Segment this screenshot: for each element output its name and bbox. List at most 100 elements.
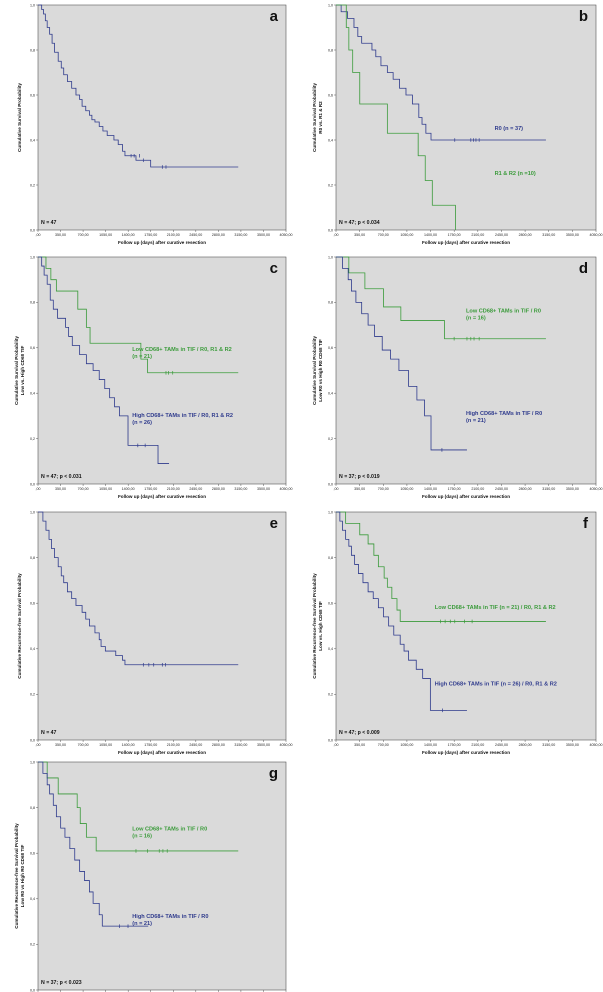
x-tick-label: 700,00	[78, 233, 89, 237]
survival-curve	[38, 4, 239, 168]
y-tick-label: 0,2	[328, 183, 333, 187]
x-tick-label: 2450,00	[189, 233, 202, 237]
x-tick-label: 700,00	[378, 487, 389, 491]
x-tick-label: 4050,00	[280, 233, 293, 237]
y-tick-label: 0,2	[328, 693, 333, 697]
y-tick-label: 0,4	[328, 138, 333, 142]
x-tick-label: 350,00	[55, 487, 66, 491]
y-tick-label: 0,0	[328, 738, 333, 742]
y-tick-label: 0,2	[30, 943, 35, 947]
series-label: (n = 21)	[466, 418, 486, 424]
x-tick-label: 2800,00	[519, 743, 532, 747]
x-tick-label: 3500,00	[257, 487, 270, 491]
y-tick-label: 0,8	[328, 301, 333, 305]
y-tick-label: 0,2	[30, 437, 35, 441]
x-tick-label: 1050,00	[400, 487, 413, 491]
x-tick-label: 4050,00	[590, 743, 603, 747]
x-tick-label: 2100,00	[167, 233, 180, 237]
y-tick-label: 0,8	[30, 48, 35, 52]
y-tick-label: 0,4	[328, 392, 333, 396]
y-axis-label: Cumulative Recurrence-free Survival Prob…	[312, 573, 317, 679]
series-label: Low CD68+ TAMs in TIF / R0	[466, 309, 541, 315]
y-tick-label: 0,6	[328, 93, 333, 97]
x-tick-label: 1050,00	[400, 233, 413, 237]
series-label: (n = 21)	[132, 921, 152, 927]
x-tick-label: 2100,00	[471, 487, 484, 491]
survival-curve	[38, 511, 239, 666]
y-tick-label: 0,0	[30, 228, 35, 232]
y-tick-label: 0,8	[30, 556, 35, 560]
survival-curve	[336, 511, 467, 711]
y-tick-label: 0,2	[328, 437, 333, 441]
x-tick-label: 3500,00	[566, 487, 579, 491]
x-axis-label: Follow up (days) after curative resectio…	[422, 494, 510, 499]
x-tick-label: ,00	[36, 487, 41, 491]
x-axis-label: Follow up (days) after curative resectio…	[422, 240, 510, 245]
x-tick-label: 350,00	[354, 743, 365, 747]
y-tick-label: 0,2	[30, 183, 35, 187]
x-axis-label: Follow up (days) after curative resectio…	[118, 240, 206, 245]
x-tick-label: 1400,00	[122, 743, 135, 747]
y-tick-label: 1,0	[30, 760, 35, 764]
series-label: R1 & R2 (n =10)	[495, 171, 536, 177]
y-tick-label: 0,6	[328, 346, 333, 350]
x-tick-label: 4050,00	[280, 487, 293, 491]
x-tick-label: ,00	[334, 487, 339, 491]
y-axis-label: Low vs. High CD68 TIF	[20, 346, 25, 396]
x-tick-label: 2800,00	[212, 743, 225, 747]
survival-curve	[38, 256, 170, 464]
x-tick-label: 1400,00	[424, 487, 437, 491]
series-label: High CD68+ TAMs in TIF / R0, R1 & R2	[132, 413, 233, 419]
y-axis-label: Low vs. High CD68 TIF	[318, 601, 323, 651]
x-tick-label: 1400,00	[122, 487, 135, 491]
x-tick-label: 3150,00	[234, 743, 247, 747]
x-tick-label: 1050,00	[99, 233, 112, 237]
y-tick-label: 0,2	[30, 693, 35, 697]
x-tick-label: 2100,00	[167, 487, 180, 491]
y-tick-label: 0,8	[328, 556, 333, 560]
sample-size-annotation: N = 37; p < 0.019	[339, 474, 380, 480]
panel-b: ,00 350,00 700,00 1050,00 1400,00 1750,00 2100…	[312, 3, 603, 245]
panel-letter: a	[270, 8, 279, 25]
y-tick-label: 1,0	[30, 510, 35, 514]
plot-area	[37, 511, 287, 741]
x-tick-label: 2450,00	[495, 233, 508, 237]
survival-curve	[38, 761, 239, 852]
panel-e: ,00 350,00 700,00 1050,00 1400,00 1750,00 2100…	[17, 510, 293, 755]
sample-size-annotation: N = 37; p < 0.023	[41, 980, 82, 986]
y-axis-label: Cumulative Recurrence-free Survival Prob…	[17, 573, 22, 679]
x-tick-label: 3500,00	[566, 233, 579, 237]
panel-g: ,00350,00700,001050,001400,001750,002100…	[14, 760, 287, 992]
x-tick-label: 3150,00	[542, 743, 555, 747]
panel-c: ,00 350,00 700,00 1050,00 1400,00 1750,00 2100…	[14, 255, 293, 499]
survival-curve	[336, 4, 456, 230]
x-tick-label: ,00	[334, 233, 339, 237]
series-label: Low CD68+ TAMs in TIF / R0	[132, 826, 207, 832]
panel-f: ,00 350,00 700,00 1050,00 1400,00 1750,00 2100…	[312, 510, 603, 755]
sample-size-annotation: N = 47	[41, 220, 57, 226]
y-axis-label: Cumulative Survival Probability	[312, 336, 317, 405]
x-tick-label: 3500,00	[257, 233, 270, 237]
y-tick-label: 1,0	[328, 510, 333, 514]
series-label: High CD68+ TAMs in TIF / R0	[466, 411, 542, 417]
series-label: Low CD68+ TAMs in TIF (n = 21) / R0, R1 …	[435, 605, 556, 611]
y-tick-label: 0,4	[30, 392, 35, 396]
y-tick-label: 0,0	[30, 988, 35, 992]
x-tick-label: 1050,00	[99, 743, 112, 747]
y-tick-label: 0,0	[328, 482, 333, 486]
x-tick-label: 3150,00	[542, 233, 555, 237]
x-tick-label: 700,00	[78, 487, 89, 491]
y-axis-label: R0 vs. R1 & R2	[318, 101, 323, 134]
y-axis-label: Cumulative Survival Probability	[17, 83, 22, 152]
y-tick-label: 1,0	[328, 255, 333, 259]
y-tick-label: 0,6	[328, 602, 333, 606]
survival-curve	[38, 761, 149, 927]
series-label: (n = 16)	[132, 833, 152, 839]
x-tick-label: 3500,00	[257, 743, 270, 747]
series-label: High CD68+ TAMs in TIF / R0	[132, 914, 208, 920]
sample-size-annotation: N = 47; p < 0.031	[41, 474, 82, 480]
x-tick-label: 3500,00	[566, 743, 579, 747]
y-tick-label: 0,4	[328, 647, 333, 651]
x-tick-label: 1050,00	[99, 487, 112, 491]
